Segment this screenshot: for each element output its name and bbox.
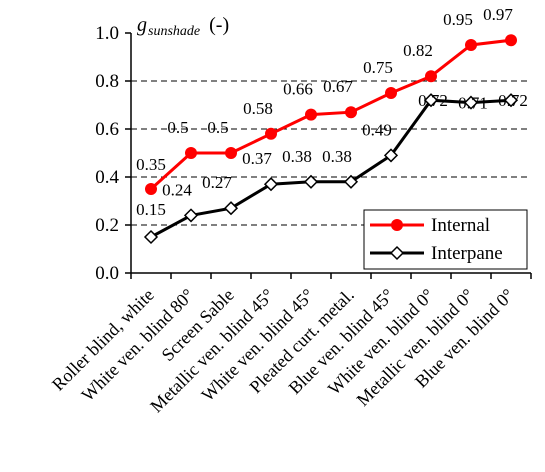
point-interpane <box>343 174 359 189</box>
legend-label-internal: Internal <box>431 215 490 236</box>
data-label-interpane: 0.72 <box>418 91 448 110</box>
y-tick-label: 0.6 <box>95 119 119 140</box>
data-label-internal: 0.5 <box>167 118 188 137</box>
data-label-internal: 0.5 <box>207 118 228 137</box>
data-label-internal: 0.75 <box>363 58 393 77</box>
point-internal <box>225 147 237 159</box>
series-line-internal <box>149 38 512 191</box>
data-label-internal: 0.66 <box>283 80 313 99</box>
data-label-interpane: 0.27 <box>202 173 232 192</box>
point-internal <box>305 108 317 121</box>
legend-marker-interpane <box>389 245 405 261</box>
data-labels: 0.350.5 0.50.580.66 0.670.750.820.95 0.970.… <box>136 5 528 219</box>
point-interpane <box>223 201 239 216</box>
y-tick-label: 1.0 <box>95 23 119 44</box>
y-tick-label: 0.2 <box>95 215 119 236</box>
data-label-internal: 0.58 <box>243 99 273 118</box>
point-interpane <box>383 148 399 163</box>
point-internal <box>385 87 397 99</box>
point-internal <box>265 127 277 140</box>
data-label-internal: 0.97 <box>483 5 513 24</box>
y-tick-label: 0.4 <box>95 167 119 188</box>
legend-box <box>363 209 528 270</box>
data-label-internal: 0.67 <box>323 77 353 96</box>
y-axis-title-text: gsunshade (-) <box>137 14 229 39</box>
point-internal <box>505 34 517 47</box>
point-internal <box>465 39 477 51</box>
data-label-interpane: 0.37 <box>242 149 272 168</box>
y-tick-label: 0.0 <box>95 263 119 284</box>
point-interpane <box>183 208 199 223</box>
data-label-interpane: 0.15 <box>136 200 166 219</box>
data-label-interpane: 0.71 <box>458 94 488 113</box>
point-internal <box>345 106 357 119</box>
data-label-interpane: 0.72 <box>498 91 528 110</box>
data-label-interpane: 0.49 <box>362 120 392 139</box>
point-interpane <box>143 229 159 245</box>
series <box>143 34 519 245</box>
data-label-internal: 0.35 <box>136 155 166 174</box>
y-axis-title: gsunshade (-) <box>137 14 229 39</box>
y-axis-title-unit: (-) <box>209 14 229 36</box>
series-line-interpane <box>150 98 512 239</box>
data-label-internal: 0.82 <box>403 41 433 60</box>
point-internal <box>425 70 437 83</box>
point-interpane <box>263 177 279 192</box>
y-axis-title-symbol: g <box>137 14 147 36</box>
data-label-internal: 0.95 <box>443 10 473 29</box>
point-interpane <box>303 174 319 189</box>
legend: Internal Interpane <box>363 209 528 270</box>
y-tick-label: 0.8 <box>95 71 119 92</box>
legend-label-interpane: Interpane <box>431 243 503 264</box>
point-internal <box>145 183 157 195</box>
legend-marker-internal <box>391 219 403 231</box>
data-label-interpane: 0.24 <box>162 180 192 199</box>
data-label-interpane: 0.38 <box>322 147 352 166</box>
y-axis-title-subscript: sunshade <box>148 24 200 39</box>
point-internal <box>185 147 197 159</box>
axes: 0.0 0.2 0.4 0.6 0.8 1.0 <box>95 23 532 284</box>
point-interpane <box>463 95 479 110</box>
data-label-interpane: 0.38 <box>282 147 312 166</box>
point-interpane <box>423 93 439 108</box>
point-interpane <box>503 93 519 108</box>
